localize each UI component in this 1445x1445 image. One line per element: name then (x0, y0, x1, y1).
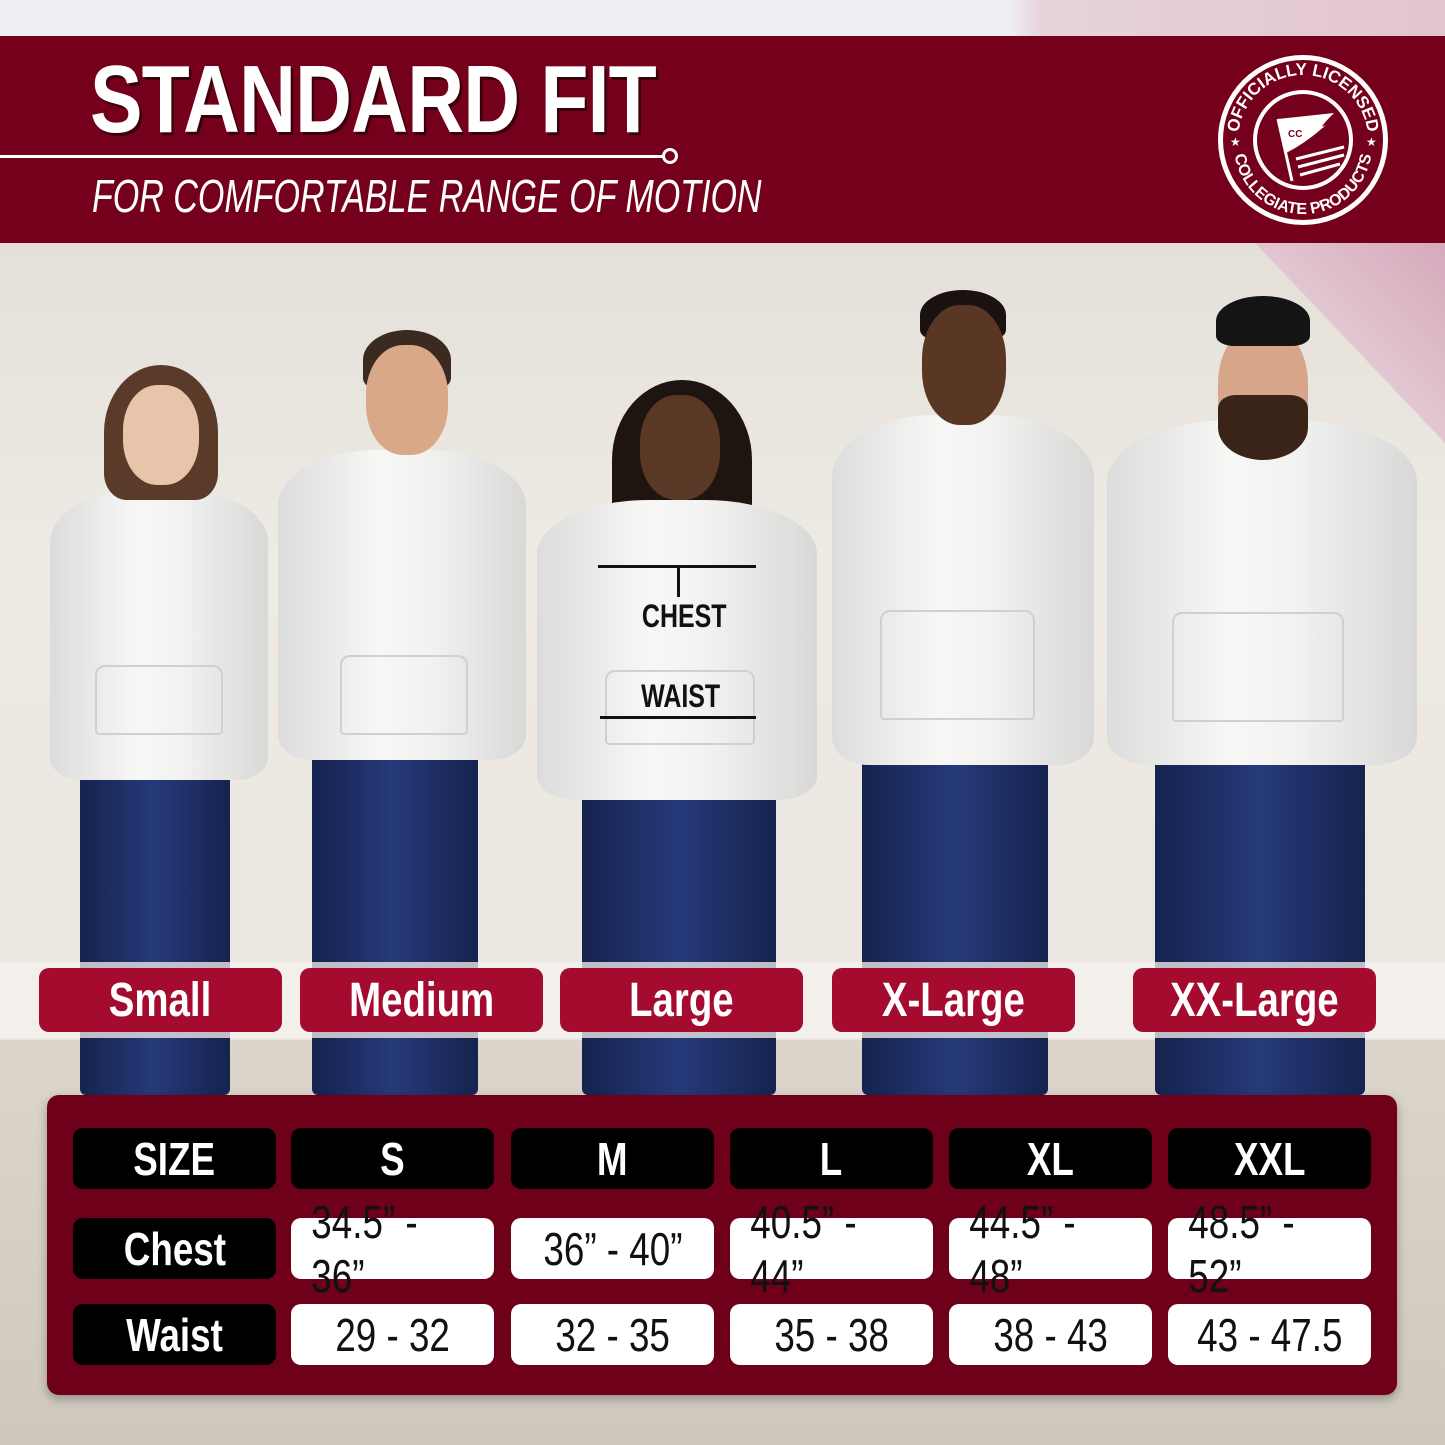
size-label-xlarge: X-Large (832, 968, 1075, 1032)
header-cell-l: L (730, 1128, 933, 1189)
row-label-waist: Waist (73, 1304, 276, 1365)
waist-cell: 35 - 38 (730, 1304, 933, 1365)
header-cell-m: M (511, 1128, 714, 1189)
waist-cell: 29 - 32 (291, 1304, 494, 1365)
page-title: STANDARD FIT (90, 46, 657, 153)
header-banner (0, 36, 1445, 243)
waist-cell: 32 - 35 (511, 1304, 714, 1365)
size-label-medium: Medium (300, 968, 543, 1032)
size-chart-table: SIZE S M L XL XXL Chest 34.5” - 36” 36” … (47, 1095, 1397, 1395)
header-cell-xl: XL (949, 1128, 1152, 1189)
row-label-chest: Chest (73, 1218, 276, 1279)
divider-dot (662, 148, 678, 164)
waist-cell: 38 - 43 (949, 1304, 1152, 1365)
header-cell-xxl: XXL (1168, 1128, 1371, 1189)
chest-cell: 34.5” - 36” (291, 1196, 494, 1302)
chest-cell: 48.5” - 52” (1168, 1196, 1371, 1302)
svg-text:★: ★ (1230, 135, 1241, 149)
top-strip (0, 0, 1445, 36)
header-cell-s: S (291, 1128, 494, 1189)
chest-measure-tick (677, 565, 680, 597)
page-subtitle: FOR COMFORTABLE RANGE OF MOTION (92, 170, 762, 222)
waist-annotation: WAIST (641, 678, 721, 714)
size-label-small: Small (39, 968, 282, 1032)
chest-cell: 44.5” - 48” (949, 1196, 1152, 1302)
waist-measure-arrow (600, 716, 756, 719)
size-label-xxlarge: XX-Large (1133, 968, 1376, 1032)
chest-cell: 36” - 40” (511, 1218, 714, 1279)
header-cell-size: SIZE (73, 1128, 276, 1189)
chest-annotation: CHEST (641, 598, 727, 634)
waist-cell: 43 - 47.5 (1168, 1304, 1371, 1365)
size-label-large: Large (560, 968, 803, 1032)
chest-cell: 40.5” - 44” (730, 1196, 933, 1302)
svg-text:★: ★ (1366, 135, 1377, 149)
licensed-seal-logo: OFFICIALLY LICENSED COLLEGIATE PRODUCTS … (1218, 55, 1388, 225)
divider (0, 155, 664, 158)
svg-text:CC: CC (1288, 129, 1302, 140)
